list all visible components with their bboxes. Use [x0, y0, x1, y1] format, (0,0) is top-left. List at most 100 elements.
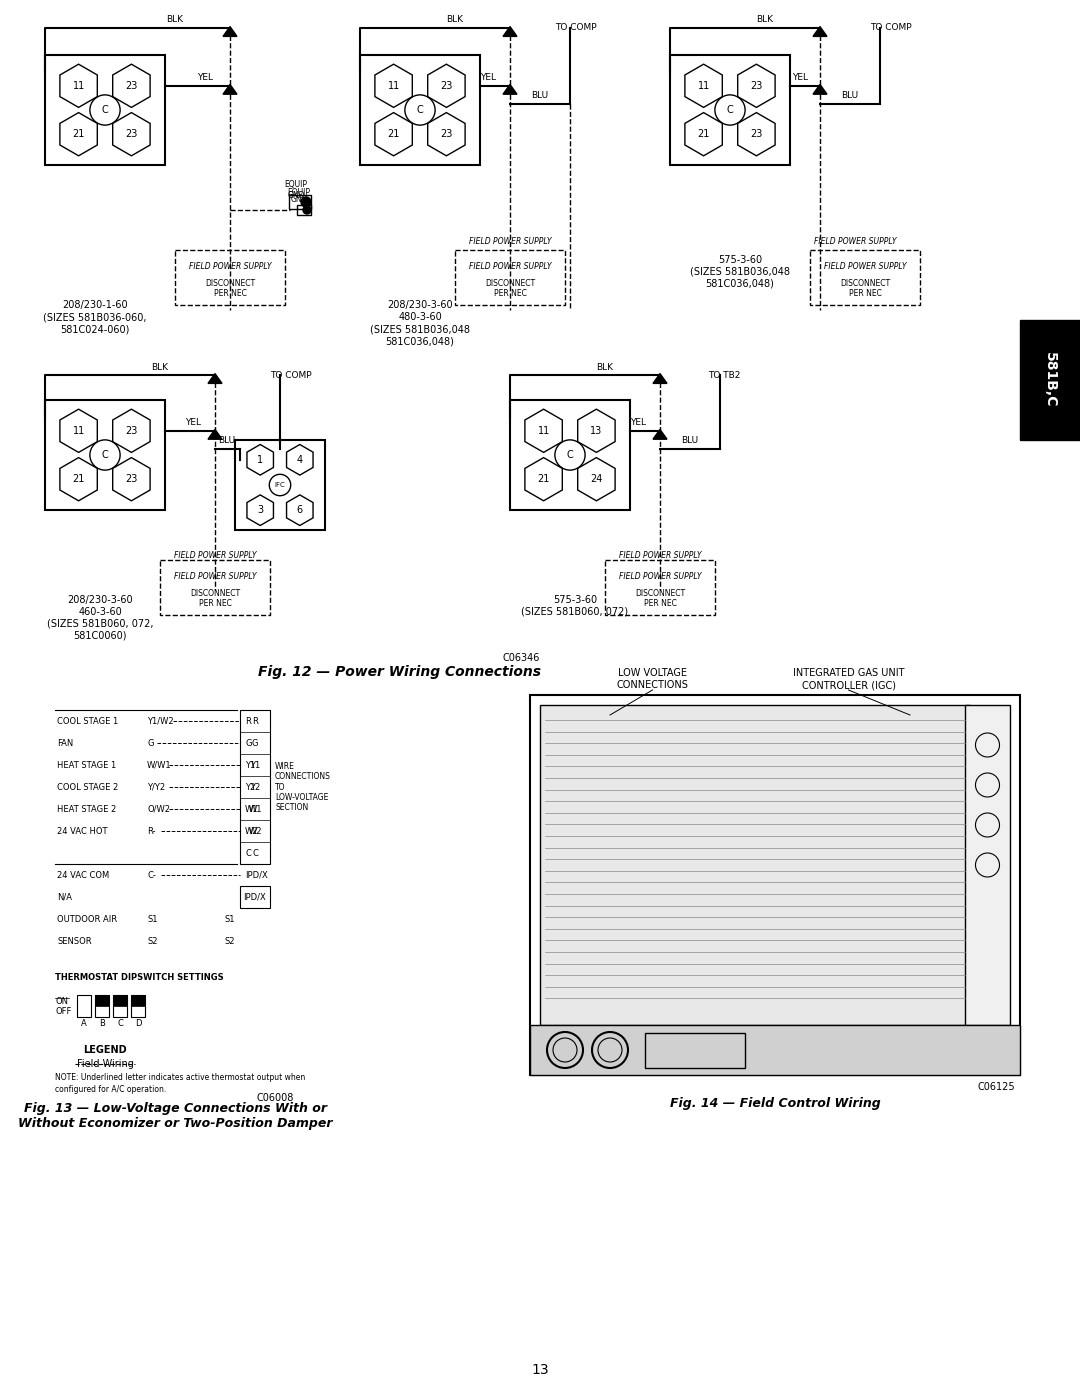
Text: DISCONNECT: DISCONNECT — [205, 278, 255, 288]
Text: DISCONNECT: DISCONNECT — [840, 278, 890, 288]
Bar — [113, 995, 127, 1006]
Text: Fig. 14 — Field Control Wiring: Fig. 14 — Field Control Wiring — [670, 1097, 880, 1109]
Text: DISCONNECT: DISCONNECT — [635, 588, 685, 598]
Text: 23: 23 — [125, 81, 137, 91]
Text: 1: 1 — [257, 455, 264, 465]
Text: C: C — [417, 105, 423, 115]
Text: FIELD POWER SUPPLY: FIELD POWER SUPPLY — [619, 571, 701, 581]
Text: TO COMP: TO COMP — [270, 370, 312, 380]
Text: YEL: YEL — [630, 418, 646, 427]
Text: 23: 23 — [441, 81, 453, 91]
Text: OUTDOOR AIR: OUTDOOR AIR — [57, 915, 117, 923]
Text: C-: C- — [147, 870, 156, 880]
Text: IFC: IFC — [274, 482, 285, 488]
Text: 11: 11 — [698, 81, 710, 91]
Text: COOL STAGE 1: COOL STAGE 1 — [57, 717, 118, 725]
Text: C: C — [117, 1018, 123, 1028]
Text: 13: 13 — [591, 426, 603, 436]
Text: YEL: YEL — [792, 73, 808, 82]
Text: (SIZES 581B036,048: (SIZES 581B036,048 — [690, 267, 789, 277]
Text: 4: 4 — [297, 455, 302, 465]
Text: 6: 6 — [297, 506, 302, 515]
Text: 581C036,048): 581C036,048) — [705, 279, 774, 289]
Text: 575-3-60: 575-3-60 — [718, 256, 762, 265]
Text: 24 VAC COM: 24 VAC COM — [57, 870, 109, 880]
Bar — [530, 694, 1020, 1076]
Text: ON: ON — [55, 996, 68, 1006]
Text: 208/230-3-60: 208/230-3-60 — [67, 595, 133, 605]
Text: LOW VOLTAGE: LOW VOLTAGE — [618, 668, 687, 678]
Text: C: C — [245, 848, 251, 858]
Text: INTEGRATED GAS UNIT: INTEGRATED GAS UNIT — [793, 668, 904, 678]
Bar — [455, 250, 565, 305]
Text: 23: 23 — [125, 426, 137, 436]
Bar — [510, 400, 630, 510]
Text: TO TB2: TO TB2 — [708, 370, 741, 380]
Text: PER NEC: PER NEC — [214, 289, 246, 299]
Polygon shape — [813, 27, 827, 36]
Bar — [810, 250, 920, 305]
Bar — [540, 705, 970, 1025]
Text: G: G — [147, 739, 153, 747]
Text: 460-3-60: 460-3-60 — [78, 608, 122, 617]
Text: GND: GND — [291, 196, 308, 204]
Text: FIELD POWER SUPPLY: FIELD POWER SUPPLY — [619, 550, 701, 560]
Text: BLK: BLK — [166, 15, 184, 25]
Text: YEL: YEL — [197, 73, 213, 82]
Polygon shape — [503, 27, 517, 36]
Text: S2: S2 — [225, 936, 235, 946]
Text: C: C — [102, 450, 108, 460]
Text: R: R — [252, 717, 258, 725]
Text: 21: 21 — [538, 474, 550, 485]
Text: (SIZES 581B060, 072): (SIZES 581B060, 072) — [522, 608, 629, 617]
Bar — [77, 995, 91, 1017]
Bar — [645, 1032, 745, 1067]
Text: Y2: Y2 — [249, 782, 260, 792]
Text: Y1: Y1 — [249, 760, 260, 770]
Text: OFF: OFF — [55, 1006, 71, 1016]
Bar — [175, 250, 285, 305]
Text: S1: S1 — [147, 915, 158, 923]
Text: Y1: Y1 — [245, 760, 255, 770]
Text: THERMOSTAT DIPSWITCH SETTINGS: THERMOSTAT DIPSWITCH SETTINGS — [55, 972, 224, 982]
Text: BLU: BLU — [681, 436, 699, 446]
Text: IPD/X: IPD/X — [244, 893, 267, 901]
Polygon shape — [208, 373, 222, 383]
Text: COOL STAGE 2: COOL STAGE 2 — [57, 782, 118, 792]
Bar — [605, 560, 715, 615]
Bar — [1020, 320, 1080, 440]
Text: C: C — [252, 848, 258, 858]
Bar — [240, 886, 270, 908]
Text: N/A: N/A — [57, 893, 72, 901]
Text: HEAT STAGE 2: HEAT STAGE 2 — [57, 805, 117, 813]
Text: NOTE: Underlined letter indicates active thermostat output when: NOTE: Underlined letter indicates active… — [55, 1073, 306, 1083]
Text: 581C0060): 581C0060) — [73, 631, 126, 641]
Text: FIELD POWER SUPPLY: FIELD POWER SUPPLY — [813, 237, 896, 246]
Polygon shape — [208, 429, 222, 439]
Text: 23: 23 — [751, 81, 762, 91]
Circle shape — [303, 205, 311, 214]
Text: YEL: YEL — [480, 73, 496, 82]
Text: FIELD POWER SUPPLY: FIELD POWER SUPPLY — [174, 550, 256, 560]
Text: Fig. 13 — Low-Voltage Connections With or
Without Economizer or Two-Position Dam: Fig. 13 — Low-Voltage Connections With o… — [17, 1102, 333, 1130]
Bar — [113, 995, 127, 1017]
Bar — [530, 1025, 1020, 1076]
Text: C06125: C06125 — [977, 1083, 1015, 1092]
Text: R-: R- — [147, 827, 156, 835]
Text: O/W2: O/W2 — [147, 805, 170, 813]
Bar — [360, 54, 480, 165]
Text: D: D — [135, 1018, 141, 1028]
Text: 581B,C: 581B,C — [1043, 352, 1057, 408]
Bar — [160, 560, 270, 615]
Text: W1: W1 — [248, 805, 261, 813]
Text: DISCONNECT: DISCONNECT — [485, 278, 535, 288]
Bar — [670, 54, 789, 165]
Text: W/W1: W/W1 — [147, 760, 172, 770]
Text: 13: 13 — [531, 1363, 549, 1377]
Bar — [45, 400, 165, 510]
Bar — [95, 995, 109, 1017]
Text: 581C024-060): 581C024-060) — [60, 324, 130, 334]
Text: FIELD POWER SUPPLY: FIELD POWER SUPPLY — [174, 571, 256, 581]
Text: C: C — [102, 105, 108, 115]
Text: Field Wiring: Field Wiring — [77, 1059, 134, 1069]
